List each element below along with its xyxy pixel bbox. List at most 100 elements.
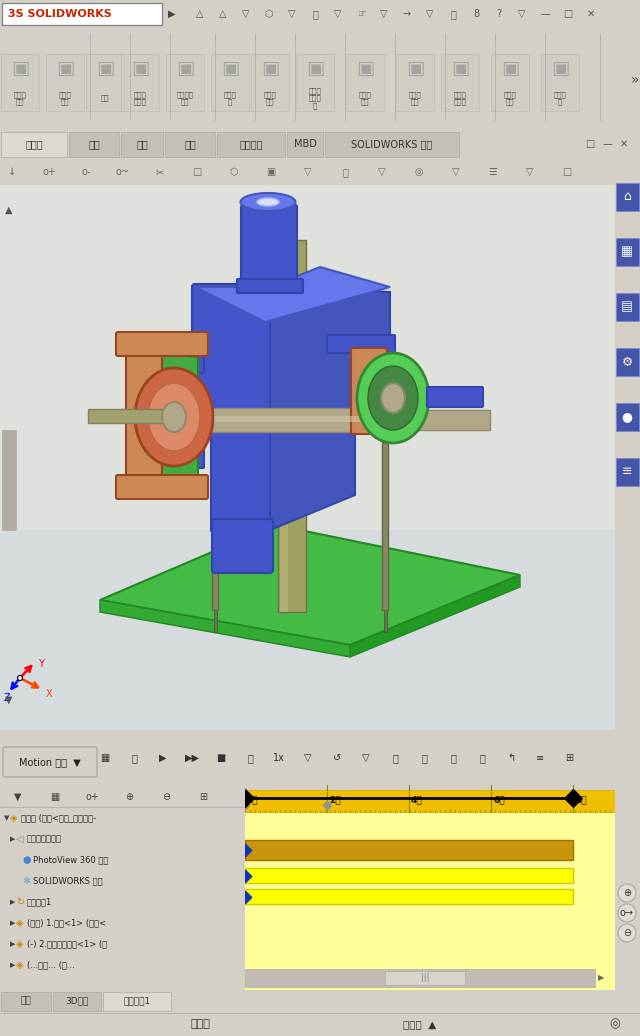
Text: ▽: ▽ [362,753,370,762]
FancyBboxPatch shape [396,54,434,111]
Text: ▣: ▣ [11,58,29,78]
Point [240,889,250,905]
FancyBboxPatch shape [46,54,84,111]
Text: 装配体: 装配体 [25,139,43,149]
Text: ⊖: ⊖ [162,792,170,802]
FancyBboxPatch shape [327,335,395,353]
Text: 评估: 评估 [184,139,196,149]
FancyBboxPatch shape [237,279,303,293]
Bar [53,992,101,1011]
Text: 2秒: 2秒 [329,796,340,805]
Text: ■: ■ [216,753,226,762]
Text: ◈: ◈ [10,813,17,823]
Text: 0秒: 0秒 [247,796,259,805]
FancyBboxPatch shape [441,54,479,111]
Text: ⌂: ⌂ [623,191,631,203]
Text: ?: ? [497,9,502,19]
Text: ⏮: ⏮ [450,753,456,762]
Text: ▶: ▶ [168,9,175,19]
Text: (-) 2.输入、输出轴<1> (默: (-) 2.输入、输出轴<1> (默 [27,940,107,949]
Text: ✕: ✕ [620,139,628,149]
Point [240,789,250,806]
Text: ▶: ▶ [10,836,15,842]
Text: →: → [403,9,411,19]
Ellipse shape [148,383,200,451]
Bar [212,442,218,610]
Text: ◎: ◎ [609,1017,620,1031]
Text: 配合: 配合 [100,94,109,102]
Bar [214,600,216,632]
Text: ▽: ▽ [304,167,312,177]
Text: 4秒: 4秒 [411,796,423,805]
Text: Z: Z [4,693,11,703]
Text: ◈: ◈ [16,918,24,928]
Text: ⬛: ⬛ [342,167,348,177]
Text: o+: o+ [85,792,99,802]
Text: 布局: 布局 [88,139,100,149]
Bar [0,530,615,730]
Text: 联轴器 (默认<默认_显示状态-: 联轴器 (默认<默认_显示状态- [21,813,96,823]
Bar [130,416,370,422]
Text: ⊖: ⊖ [623,928,631,938]
Text: ≡: ≡ [536,753,544,762]
FancyBboxPatch shape [616,183,639,211]
FancyBboxPatch shape [241,205,297,289]
FancyBboxPatch shape [211,54,249,111]
Bar [130,408,370,432]
Text: ▶▶: ▶▶ [184,753,200,762]
Text: 关: 关 [450,9,456,19]
Text: ▽: ▽ [426,9,434,19]
Point [322,797,332,813]
Text: ▣: ▣ [56,58,74,78]
Bar [88,409,180,423]
Point [568,789,578,806]
Text: Y: Y [38,659,44,669]
Text: ✱: ✱ [22,876,30,886]
Text: SOLIDWORKS 插件: SOLIDWORKS 插件 [351,139,433,149]
FancyBboxPatch shape [3,747,97,777]
Circle shape [618,884,636,902]
FancyBboxPatch shape [86,54,124,111]
Text: ⬡: ⬡ [230,167,238,177]
Bar [383,600,387,632]
Bar [385,971,465,985]
Text: ▽: ▽ [243,9,250,19]
Text: ▼: ▼ [5,695,13,706]
Text: 模型: 模型 [20,997,31,1006]
Text: —: — [602,139,612,149]
Text: X: X [46,689,52,699]
Text: (...传动... (默...: (...传动... (默... [27,960,75,970]
Text: ▦: ▦ [621,246,633,259]
FancyBboxPatch shape [427,387,483,407]
Text: □: □ [193,167,202,177]
Text: ⬛: ⬛ [312,9,318,19]
Bar [121,132,163,157]
Text: 显示隐
藏零部
件: 显示隐 藏零部 件 [308,87,321,109]
FancyBboxPatch shape [346,54,384,111]
Text: 移动零
部件: 移动零 部件 [264,91,276,105]
Text: ⬡: ⬡ [265,9,273,19]
Text: ✕: ✕ [587,9,595,19]
Bar [165,132,215,157]
Text: ▽: ▽ [288,9,296,19]
Text: o→: o→ [620,908,634,918]
Text: ●: ● [22,855,31,865]
Text: 视向及相机视图: 视向及相机视图 [27,835,62,843]
Bar [217,132,285,157]
Polygon shape [100,600,350,657]
Text: ▶: ▶ [10,941,15,947]
Bar [370,410,490,430]
Text: o-: o- [81,167,91,177]
Polygon shape [270,287,390,435]
Bar [245,840,573,860]
Text: 参考几
何体: 参考几 何体 [408,91,421,105]
Bar [245,790,615,812]
Bar [245,868,573,883]
Text: 编辑零
部件: 编辑零 部件 [13,91,26,105]
Text: △: △ [220,9,227,19]
FancyBboxPatch shape [192,284,273,438]
Text: ▶: ▶ [10,920,15,926]
Text: ▲: ▲ [5,205,13,215]
Text: ⊕: ⊕ [623,888,631,898]
Text: ⏭: ⏭ [421,753,427,762]
